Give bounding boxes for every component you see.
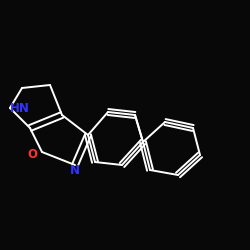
Text: O: O <box>27 148 37 162</box>
Text: N: N <box>70 164 80 176</box>
Text: HN: HN <box>10 102 30 114</box>
